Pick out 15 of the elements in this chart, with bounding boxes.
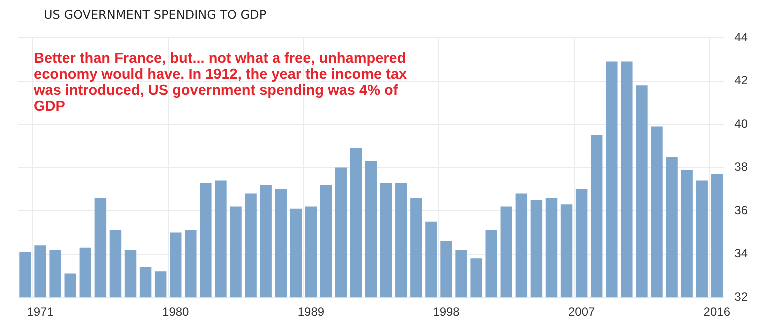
annotation: Better than France, but... not what a free, unhampered economy would have. In 1912, the year the income tax was introduced, US government spending was 4% of GDP: [34, 51, 408, 115]
x-tick-label: 1989: [298, 305, 325, 320]
chart-title: US GOVERNMENT SPENDING TO GDP: [44, 8, 267, 22]
y-tick-label: 36: [734, 203, 748, 218]
y-tick-label: 38: [734, 160, 748, 174]
x-tick-label: 1998: [433, 305, 460, 320]
x-tick-label: 1980: [162, 305, 190, 320]
y-tick-label: 32: [734, 290, 748, 304]
y-tick-label: 42: [734, 74, 748, 88]
y-tick-label: 44: [734, 30, 748, 44]
x-tick-label: 1971: [27, 305, 54, 320]
y-tick-label: 34: [734, 246, 748, 261]
y-tick-label: 40: [734, 116, 748, 131]
x-tick-label: 2016: [704, 305, 731, 320]
x-tick-label: 2007: [568, 305, 596, 320]
